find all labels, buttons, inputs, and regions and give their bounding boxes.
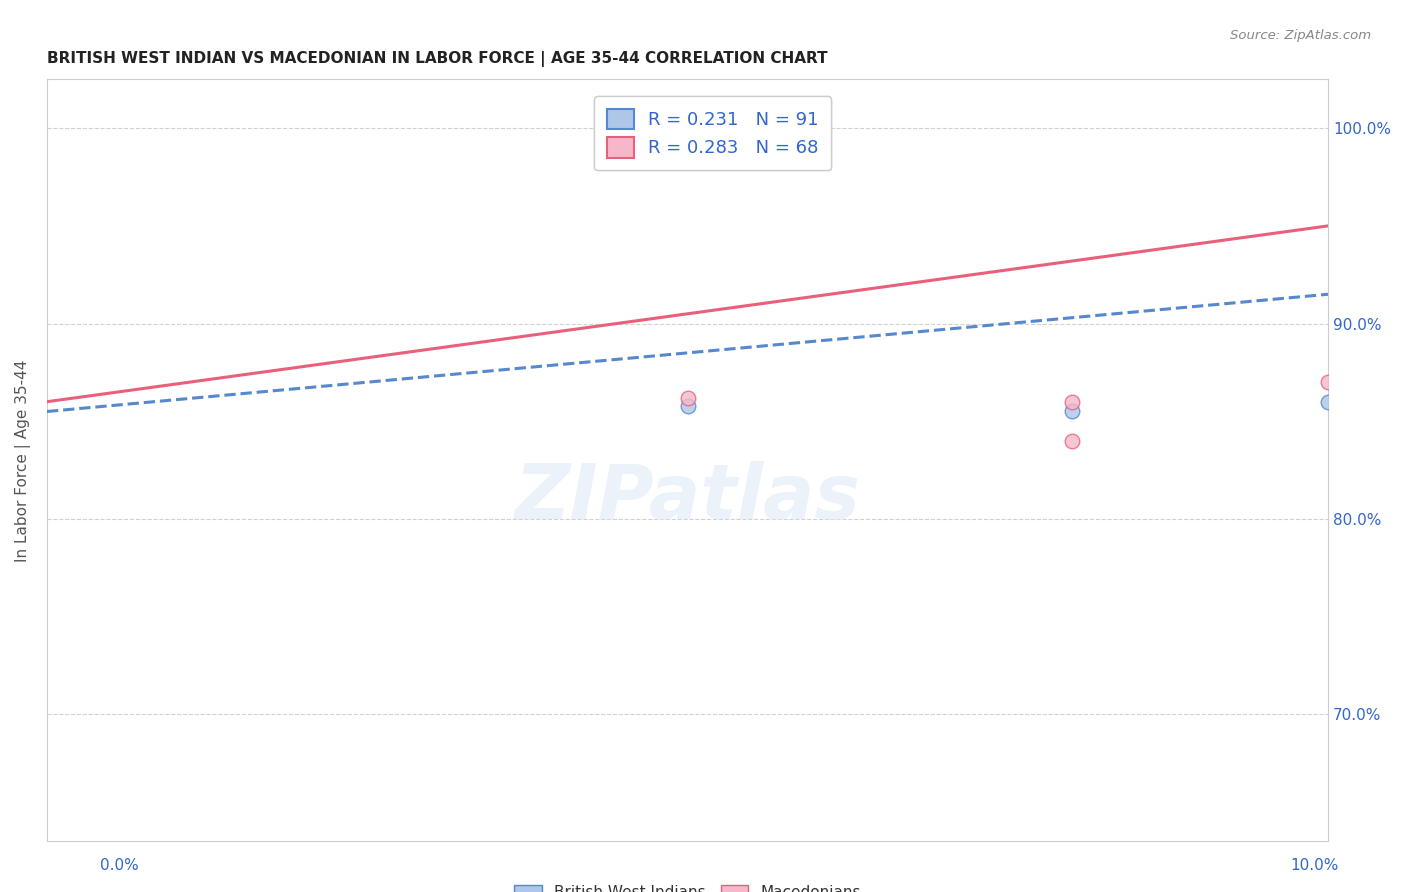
Text: Source: ZipAtlas.com: Source: ZipAtlas.com [1230, 29, 1371, 42]
Point [1060, 404, 1083, 418]
Text: 10.0%: 10.0% [1291, 858, 1339, 872]
Y-axis label: In Labor Force | Age 35-44: In Labor Force | Age 35-44 [15, 359, 31, 562]
Point [1317, 375, 1340, 389]
Legend: R = 0.231   N = 91, R = 0.283   N = 68: R = 0.231 N = 91, R = 0.283 N = 68 [595, 96, 831, 170]
Point [676, 391, 699, 405]
Point [676, 399, 699, 413]
Text: ZIPatlas: ZIPatlas [515, 461, 860, 535]
Text: BRITISH WEST INDIAN VS MACEDONIAN IN LABOR FORCE | AGE 35-44 CORRELATION CHART: BRITISH WEST INDIAN VS MACEDONIAN IN LAB… [46, 51, 828, 67]
Point [1317, 394, 1340, 409]
Text: 0.0%: 0.0% [100, 858, 139, 872]
Point [1060, 394, 1083, 409]
Point [1060, 434, 1083, 448]
